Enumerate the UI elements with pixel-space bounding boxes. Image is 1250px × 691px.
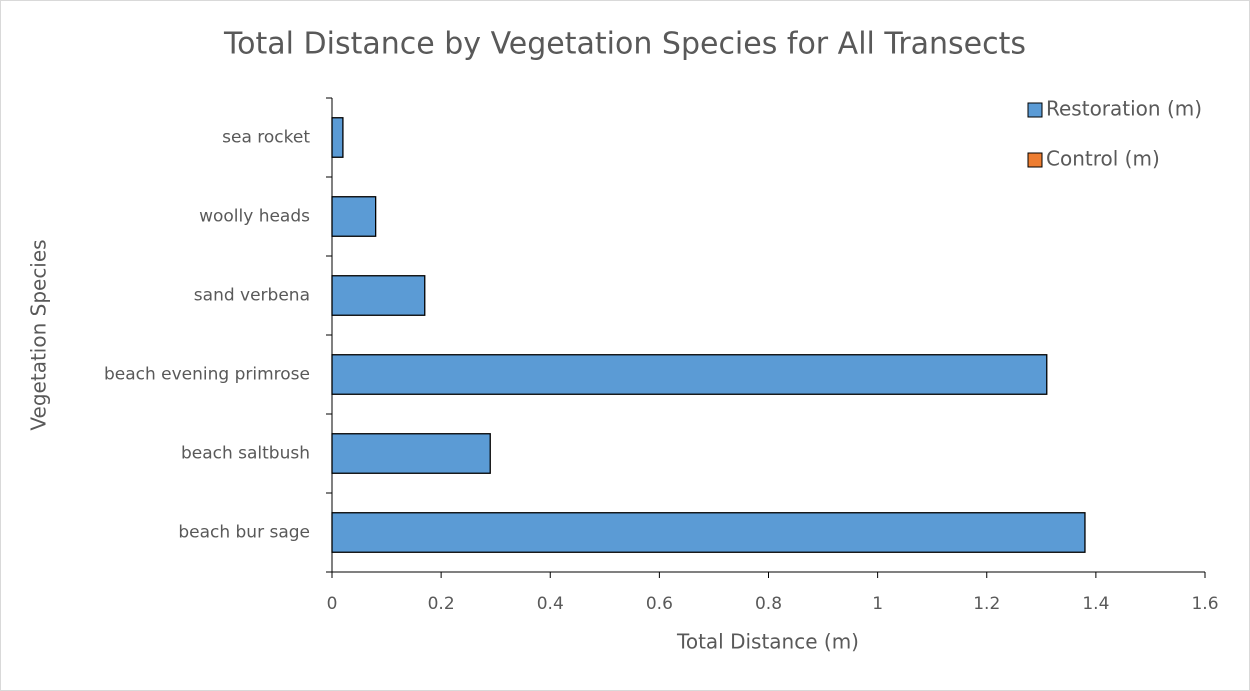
x-axis-label: Total Distance (m)	[676, 630, 859, 654]
legend-swatch	[1027, 102, 1043, 118]
x-tick-label: 0.2	[428, 594, 455, 614]
x-tick-label: 1.2	[973, 594, 1000, 614]
chart-title: Total Distance by Vegetation Species for…	[223, 27, 1026, 62]
y-tick-label: beach saltbush	[181, 444, 310, 464]
y-tick-label: woolly heads	[199, 207, 310, 227]
x-tick-label: 1.4	[1082, 594, 1109, 614]
bar	[331, 433, 491, 474]
x-tick-label: 1.6	[1191, 594, 1218, 614]
legend-label: Restoration (m)	[1046, 97, 1202, 121]
x-tick-label: 0.6	[646, 594, 673, 614]
x-tick-label: 0.4	[537, 594, 564, 614]
y-tick-label: beach bur sage	[178, 523, 310, 543]
x-tick-label: 0	[327, 594, 338, 614]
y-tick-label: sand verbena	[194, 286, 310, 306]
y-tick-label: sea rocket	[222, 128, 310, 148]
x-tick-label: 0.8	[755, 594, 782, 614]
y-tick-label: beach evening primrose	[104, 365, 310, 385]
bar	[331, 117, 344, 158]
x-tick-label: 1	[872, 594, 883, 614]
legend-label: Control (m)	[1046, 147, 1160, 171]
legend-swatch	[1027, 152, 1043, 168]
bar	[331, 512, 1086, 553]
bar	[331, 275, 426, 316]
y-axis-label: Vegetation Species	[27, 239, 51, 430]
bar	[331, 196, 377, 237]
bar	[331, 354, 1048, 395]
